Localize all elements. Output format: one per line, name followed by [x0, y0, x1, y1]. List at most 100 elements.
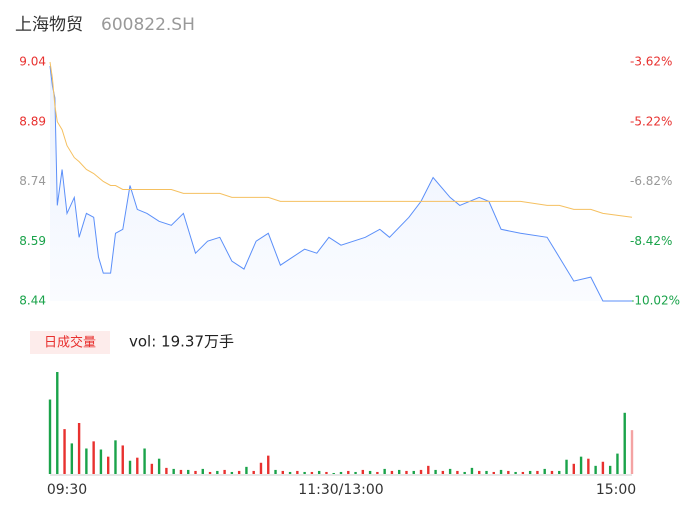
y-tick-label: 8.74 [19, 174, 46, 188]
volume-bar [587, 458, 590, 474]
volume-bar [216, 470, 219, 474]
volume-bar [368, 470, 372, 474]
volume-bar [237, 470, 241, 474]
volume-bar [92, 441, 95, 474]
volume-bar [230, 471, 234, 474]
volume-bar [572, 463, 575, 474]
volume-bar [157, 458, 161, 474]
volume-bar [274, 469, 277, 474]
volume-bar [339, 471, 343, 474]
volume-bar [441, 470, 445, 474]
volume-bar [150, 463, 154, 474]
volume-bar [543, 468, 546, 474]
x-tick-label: 15:00 [596, 482, 636, 498]
volume-bar [48, 399, 52, 474]
volume-bar [354, 471, 357, 474]
volume-bar [252, 470, 255, 474]
volume-bar [77, 423, 81, 474]
volume-tab: 日成交量 [44, 335, 96, 351]
volume-bar [317, 470, 321, 474]
volume-bar [310, 471, 314, 474]
volume-bar [412, 470, 415, 474]
volume-bar [85, 448, 88, 474]
volume-bar [143, 448, 146, 474]
x-tick-label: 11:30/13:00 [298, 482, 383, 498]
volume-bar [63, 429, 66, 474]
volume-bar [448, 468, 452, 474]
volume-bar [201, 468, 204, 474]
volume-bar [499, 469, 503, 474]
volume-bar [136, 457, 139, 474]
volume-bar [478, 470, 481, 474]
volume-bar [419, 469, 423, 474]
volume-bar [347, 470, 350, 474]
y-tick-label: 8.89 [19, 114, 46, 128]
volume-bar [507, 470, 510, 474]
x-tick-label: 09:30 [47, 482, 87, 498]
volume-bar [303, 471, 306, 474]
y-tick-label: 8.44 [19, 294, 46, 308]
volume-bar [536, 470, 539, 474]
volume-bar [514, 471, 517, 474]
y2-tick-label: -10.02% [630, 294, 680, 308]
volume-bar [398, 469, 401, 474]
volume-bar [383, 468, 386, 474]
volume-bar [601, 461, 605, 474]
volume-bar [463, 471, 466, 474]
volume-bar [121, 445, 124, 474]
y2-tick-label: -6.82% [630, 174, 672, 188]
volume-bar [456, 470, 459, 474]
volume-bar [187, 469, 190, 474]
volume-bar [325, 471, 328, 474]
stock-name: 上海物贸 [15, 15, 83, 35]
volume-bar [99, 449, 103, 474]
volume-bar [107, 456, 110, 474]
volume-bar [521, 471, 525, 474]
volume-bar [128, 460, 132, 474]
volume-bar [376, 471, 379, 474]
volume-bar [434, 469, 437, 474]
volume-bar [194, 470, 197, 474]
volume-bar [550, 470, 554, 474]
volume-bar [245, 466, 248, 474]
y-tick-label: 9.04 [19, 55, 46, 69]
volume-bar [608, 465, 612, 474]
volume-bar [558, 470, 561, 474]
volume-bar [179, 469, 183, 474]
volume-bar [427, 465, 430, 474]
y2-tick-label: -8.42% [630, 234, 672, 248]
y2-tick-label: -5.22% [630, 114, 672, 128]
volume-bar [281, 470, 284, 474]
volume-bar [267, 455, 270, 474]
volume-bar [405, 470, 408, 474]
volume-bar [630, 430, 634, 474]
volume-bar [172, 468, 175, 474]
volume-bar [616, 453, 619, 474]
volume-bar [296, 470, 299, 474]
volume-bar [565, 459, 568, 474]
volume-bar [594, 465, 597, 474]
volume-bar [208, 471, 212, 474]
volume-bar [361, 469, 365, 474]
volume-bar [56, 372, 59, 474]
volume-bar [165, 467, 168, 474]
volume-bar [470, 467, 474, 474]
price-area [50, 66, 632, 301]
avg-line [49, 61, 633, 218]
stock-code: 600822.SH [101, 15, 195, 35]
volume-bar [492, 471, 495, 474]
volume-bar [390, 470, 394, 474]
volume-bar [70, 443, 74, 474]
volume-bar [114, 440, 117, 474]
price-line [49, 65, 632, 302]
volume-bar [528, 470, 532, 474]
y-tick-label: 8.59 [19, 234, 46, 248]
volume-label: vol: 19.37万手 [129, 333, 234, 351]
volume-bar [485, 470, 488, 474]
volume-bar [288, 471, 292, 474]
volume-bar [332, 472, 335, 474]
volume-bar [259, 462, 263, 474]
y2-tick-label: -3.62% [630, 55, 672, 69]
